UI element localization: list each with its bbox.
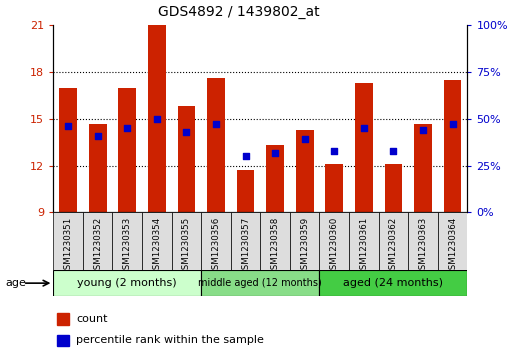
Text: GSM1230353: GSM1230353 (123, 217, 132, 275)
Bar (237, 170, 255, 212)
Point (212, 122, 220, 127)
Point (330, 148, 338, 154)
Text: GSM1230363: GSM1230363 (419, 217, 428, 275)
Bar (53, 270, 201, 296)
Text: GSM1230351: GSM1230351 (64, 217, 73, 275)
Bar (326, 164, 343, 212)
Bar (385, 164, 402, 212)
Bar (296, 130, 313, 212)
Bar (201, 212, 231, 270)
Text: GSM1230357: GSM1230357 (241, 217, 250, 275)
Bar (443, 80, 461, 212)
Text: age: age (5, 278, 26, 288)
Text: GSM1230358: GSM1230358 (271, 217, 279, 275)
Point (449, 122, 457, 127)
Bar (53, 212, 83, 270)
Text: middle aged (12 months): middle aged (12 months) (199, 278, 322, 288)
Point (360, 125, 368, 131)
Bar (290, 212, 320, 270)
Bar (112, 212, 142, 270)
Bar (172, 212, 201, 270)
Text: GSM1230364: GSM1230364 (448, 217, 457, 275)
Text: GSM1230361: GSM1230361 (359, 217, 368, 275)
Bar (118, 88, 136, 212)
Bar (178, 106, 195, 212)
Point (389, 148, 397, 154)
Bar (207, 78, 225, 212)
Text: young (2 months): young (2 months) (77, 278, 177, 288)
Bar (266, 145, 284, 212)
Text: GSM1230360: GSM1230360 (330, 217, 339, 275)
Point (153, 116, 161, 122)
Bar (142, 212, 172, 270)
Bar (89, 123, 107, 212)
Point (419, 127, 427, 133)
Bar (320, 212, 349, 270)
Text: count: count (76, 314, 108, 324)
Bar (57, 313, 69, 325)
Bar (148, 25, 166, 212)
Text: aged (24 months): aged (24 months) (343, 278, 443, 288)
Point (271, 150, 279, 155)
Bar (355, 83, 373, 212)
Point (241, 153, 249, 159)
Text: GSM1230359: GSM1230359 (300, 217, 309, 275)
Bar (378, 212, 408, 270)
Text: percentile rank within the sample: percentile rank within the sample (76, 335, 264, 345)
Bar (438, 212, 467, 270)
Bar (320, 270, 467, 296)
Text: GSM1230352: GSM1230352 (93, 217, 102, 275)
Bar (414, 123, 432, 212)
Bar (59, 88, 77, 212)
Bar (57, 335, 69, 346)
Text: GSM1230362: GSM1230362 (389, 217, 398, 275)
Point (301, 136, 309, 142)
Bar (231, 212, 260, 270)
Point (64, 123, 72, 129)
Bar (349, 212, 378, 270)
Point (182, 129, 190, 135)
Bar (201, 270, 320, 296)
Bar (83, 212, 112, 270)
Text: GSM1230355: GSM1230355 (182, 217, 191, 275)
Text: GDS4892 / 1439802_at: GDS4892 / 1439802_at (158, 5, 320, 20)
Bar (260, 212, 290, 270)
Text: GSM1230354: GSM1230354 (152, 217, 162, 275)
Point (123, 125, 132, 131)
Point (93, 133, 102, 139)
Bar (408, 212, 438, 270)
Text: GSM1230356: GSM1230356 (211, 217, 220, 275)
